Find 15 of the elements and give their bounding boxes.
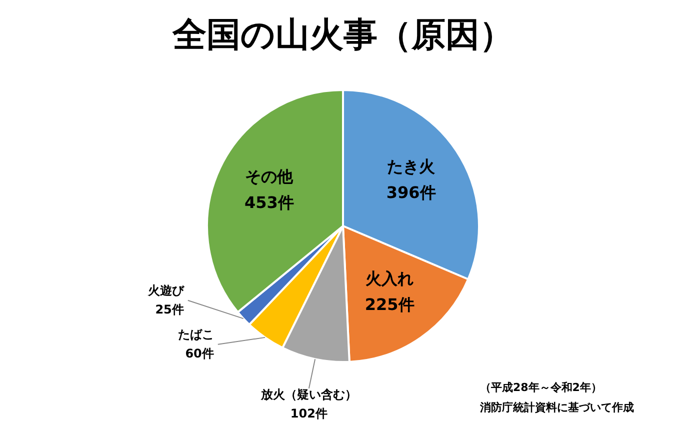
data-label: 396件 [386,183,436,202]
text: 消防庁統計資料に基づいて作成 [480,400,634,416]
slice-label: 火入れ [366,269,414,288]
data-label: 25件 [155,302,184,317]
slice-label: たき火 [387,157,436,176]
data-label: 102件 [290,406,328,421]
slice-label: たばこ [178,328,214,342]
data-label: 225件 [364,295,414,314]
text: （平成28年～令和2年） [480,380,603,396]
data-label: 453件 [244,193,294,212]
data-label: 60件 [185,346,214,361]
chart-title: 全国の山火事（原因） [171,14,514,56]
slice-label: 放火（疑い含む） [260,388,357,402]
slice-label: 火遊び [146,284,185,298]
slice-label: その他 [245,167,294,186]
